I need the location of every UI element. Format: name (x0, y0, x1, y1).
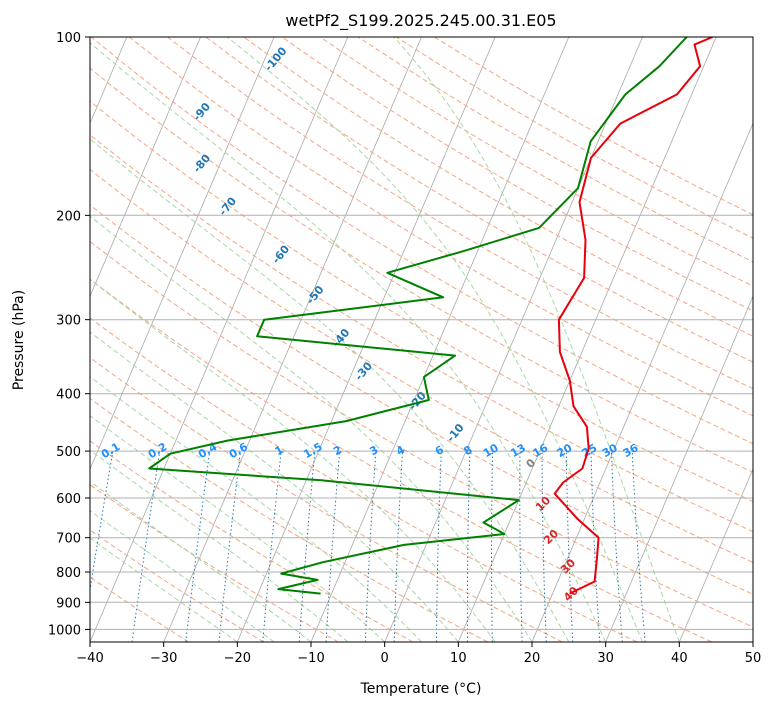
dry-adiabat (243, 37, 753, 337)
isotherm-line (90, 37, 349, 642)
y-tick-label: 500 (56, 445, 81, 460)
x-tick-label: −20 (224, 651, 251, 666)
mixing-ratio-line (185, 451, 211, 642)
isotherm-line (384, 37, 643, 642)
y-tick-label: 800 (56, 566, 81, 581)
x-tick-label: 10 (450, 651, 467, 666)
moist-adiabat (90, 537, 238, 642)
dry-adiabat (90, 67, 753, 473)
y-axis-title: Pressure (hPa) (11, 290, 27, 390)
moist-adiabat (227, 37, 643, 642)
dry-adiabats (90, 37, 753, 642)
y-tick-label: 300 (56, 314, 81, 329)
x-tick-label: 50 (745, 651, 762, 666)
temperature-profile-line (553, 37, 713, 595)
profile-series (148, 37, 713, 595)
isotherm-line (236, 37, 496, 642)
dry-adiabat (90, 134, 753, 533)
dry-adiabat (281, 37, 753, 312)
dewpoint-profile-line (148, 37, 688, 595)
y-tick-label: 900 (56, 596, 81, 611)
isotherm-line (605, 295, 753, 642)
y-tick-label: 700 (56, 532, 81, 547)
dry-adiabat (90, 100, 753, 503)
moist-adiabat (90, 376, 422, 642)
x-tick-label: −10 (297, 651, 324, 666)
dry-adiabat (90, 204, 753, 595)
x-tick-label: 20 (524, 651, 541, 666)
moist-adiabats (90, 37, 680, 642)
moist-adiabat (90, 331, 459, 642)
moist-adiabat (90, 215, 533, 642)
y-axis-ticks: 100 200 300 400 500 600 700 800 900 1000 (48, 31, 90, 638)
isotherm-line (90, 37, 275, 471)
x-tick-label: 30 (597, 651, 614, 666)
dry-adiabat (90, 317, 638, 642)
y-tick-label: 400 (56, 388, 81, 403)
dry-adiabat (90, 278, 712, 642)
dry-adiabat (205, 37, 753, 363)
dry-adiabat (90, 529, 264, 642)
isotherm-line (678, 468, 753, 642)
plot-frame (89, 36, 754, 643)
dry-adiabat (90, 484, 339, 642)
mixing-ratio-lines (90, 451, 646, 642)
plot-area: -100-90-80-70-60-50-40-30-20-100.1 0.2 0.4… (90, 37, 753, 642)
moist-adiabat (393, 37, 680, 642)
x-tick-label: 40 (671, 651, 688, 666)
moist-adiabat (90, 415, 386, 642)
y-tick-label: 200 (56, 209, 81, 224)
x-tick-label: −30 (150, 651, 177, 666)
x-tick-label: 0 (381, 651, 389, 666)
mixing-ratio-line (631, 451, 646, 642)
mixing-ratio-line (90, 451, 114, 593)
mixing-ratio-line (131, 451, 161, 642)
isotherm-line (531, 122, 753, 642)
x-axis-title: Temperature (°C) (360, 681, 482, 697)
x-axis-ticks: −40 −30 −20 −10 0 10 20 30 40 50 (76, 642, 761, 666)
dry-adiabat (90, 397, 488, 642)
x-tick-label: −40 (76, 651, 103, 666)
moist-adiabat (90, 278, 496, 642)
dry-adiabat (90, 440, 414, 642)
y-tick-label: 100 (56, 31, 81, 46)
isotherm-line (90, 37, 201, 298)
dry-adiabat (167, 37, 753, 390)
moist-adiabat (90, 449, 349, 642)
y-tick-label: 1000 (48, 623, 81, 638)
dry-adiabat (90, 241, 753, 628)
mixing-ratio-line (298, 451, 316, 642)
y-tick-label: 600 (56, 492, 81, 507)
isotherm-line (457, 37, 717, 642)
moist-adiabat (90, 138, 570, 642)
mixing-ratio-line (218, 451, 241, 642)
chart-title: wetPf2_S199.2025.245.00.31.E05 (285, 11, 556, 31)
mixing-ratio-line (262, 451, 282, 642)
dry-adiabat (90, 356, 563, 642)
pressure-gridlines (90, 37, 753, 630)
